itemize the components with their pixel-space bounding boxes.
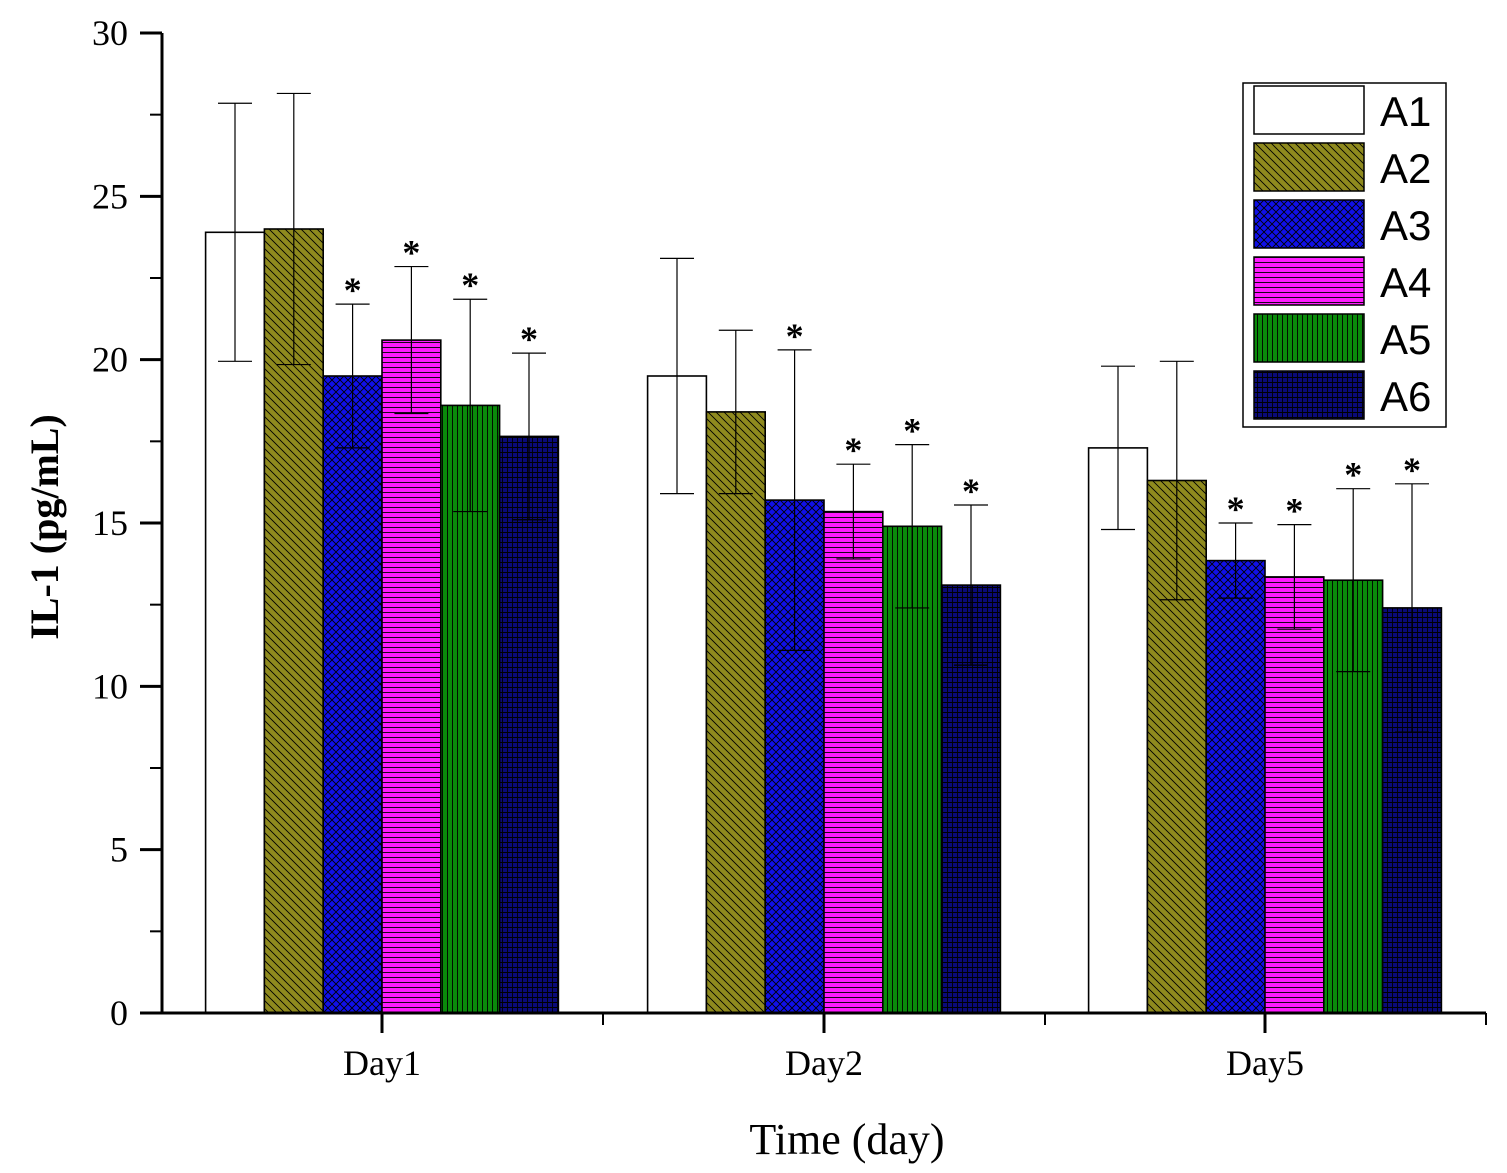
significance-star-A3-Day2: * xyxy=(786,316,804,356)
significance-star-A6-Day1: * xyxy=(520,319,538,359)
error-bar-A2-Day1 xyxy=(276,92,311,366)
x-tick-label: Day1 xyxy=(343,1043,421,1083)
error-bar-A5-Day5 xyxy=(1336,488,1371,673)
error-bar-A4-Day1 xyxy=(394,265,429,415)
significance-star-A5-Day2: * xyxy=(903,411,921,451)
error-bar-A5-Day1 xyxy=(453,298,488,513)
y-tick-label: 20 xyxy=(92,340,128,380)
bar-A3-Day5 xyxy=(1205,559,1266,1014)
bar-A4-Day1 xyxy=(381,339,442,1014)
x-tick-label: Day5 xyxy=(1226,1043,1304,1083)
error-bar-A3-Day5 xyxy=(1218,522,1253,599)
legend-swatch-A3 xyxy=(1253,199,1365,249)
bar-A1-Day1 xyxy=(204,231,266,1014)
bar-A3-Day1 xyxy=(322,375,383,1014)
legend-swatch-A6 xyxy=(1253,370,1365,420)
bar-A1-Day5 xyxy=(1087,447,1149,1014)
error-bar-A6-Day5 xyxy=(1395,483,1429,733)
error-bar-A3-Day1 xyxy=(335,303,370,449)
legend-box xyxy=(1242,82,1447,428)
y-tick-label: 10 xyxy=(92,666,128,706)
error-bar-A6-Day2 xyxy=(954,504,988,666)
x-axis-title: Time (day) xyxy=(749,1115,944,1164)
legend-label-A6: A6 xyxy=(1380,373,1431,420)
error-bar-A4-Day5 xyxy=(1277,524,1312,630)
significance-star-A4-Day1: * xyxy=(402,233,420,273)
bar-A5-Day5 xyxy=(1323,579,1384,1014)
error-bar-A5-Day2 xyxy=(895,444,930,609)
y-tick-label: 15 xyxy=(92,503,128,543)
significance-star-A5-Day5: * xyxy=(1344,455,1362,495)
significance-star-A5-Day1: * xyxy=(461,265,479,305)
significance-star-A4-Day5: * xyxy=(1285,491,1303,531)
legend-label-A3: A3 xyxy=(1380,202,1431,249)
bar-A2-Day2 xyxy=(705,411,767,1014)
error-bar-A1-Day1 xyxy=(218,102,252,362)
legend-swatch-A4 xyxy=(1253,256,1365,306)
bar-A4-Day2 xyxy=(823,510,884,1014)
error-bar-A2-Day2 xyxy=(718,329,753,495)
significance-layer: * * * * * * * * * * * * xyxy=(344,233,1421,531)
error-bar-A1-Day5 xyxy=(1101,365,1135,531)
error-bar-A1-Day2 xyxy=(660,257,694,495)
error-bar-A3-Day2 xyxy=(777,349,812,652)
axes-layer: 0 5 10 15 20 25 30 Day1 Day2 Day5 xyxy=(92,13,1487,1083)
error-bar-A6-Day1 xyxy=(512,352,546,521)
error-bar-A4-Day2 xyxy=(836,463,871,560)
legend: A1 A2 A3 A4 A5 A6 xyxy=(1242,82,1447,428)
bars-layer xyxy=(204,228,1443,1014)
y-tick-label: 0 xyxy=(110,993,128,1033)
y-tick-label: 30 xyxy=(92,13,128,53)
error-bar-A2-Day5 xyxy=(1159,360,1194,601)
significance-star-A6-Day5: * xyxy=(1403,450,1421,490)
error-bars-layer xyxy=(218,92,1429,733)
y-tick-label: 25 xyxy=(92,176,128,216)
legend-swatch-A2 xyxy=(1253,142,1365,192)
y-axis-title: IL-1 (pg/mL) xyxy=(22,414,67,640)
x-tick-label: Day2 xyxy=(785,1043,863,1083)
legend-label-A4: A4 xyxy=(1380,259,1431,306)
significance-star-A6-Day2: * xyxy=(962,471,980,511)
significance-star-A4-Day2: * xyxy=(844,430,862,470)
legend-swatch-A5 xyxy=(1253,313,1365,363)
legend-label-A1: A1 xyxy=(1380,88,1431,135)
bar-A6-Day1 xyxy=(498,435,560,1014)
y-tick-label: 5 xyxy=(110,830,128,870)
significance-star-A3-Day1: * xyxy=(344,270,362,310)
legend-label-A2: A2 xyxy=(1380,145,1431,192)
legend-swatch-A1 xyxy=(1253,85,1365,135)
legend-label-A5: A5 xyxy=(1380,316,1431,363)
significance-star-A3-Day5: * xyxy=(1227,489,1245,529)
bar-A4-Day5 xyxy=(1264,576,1325,1014)
